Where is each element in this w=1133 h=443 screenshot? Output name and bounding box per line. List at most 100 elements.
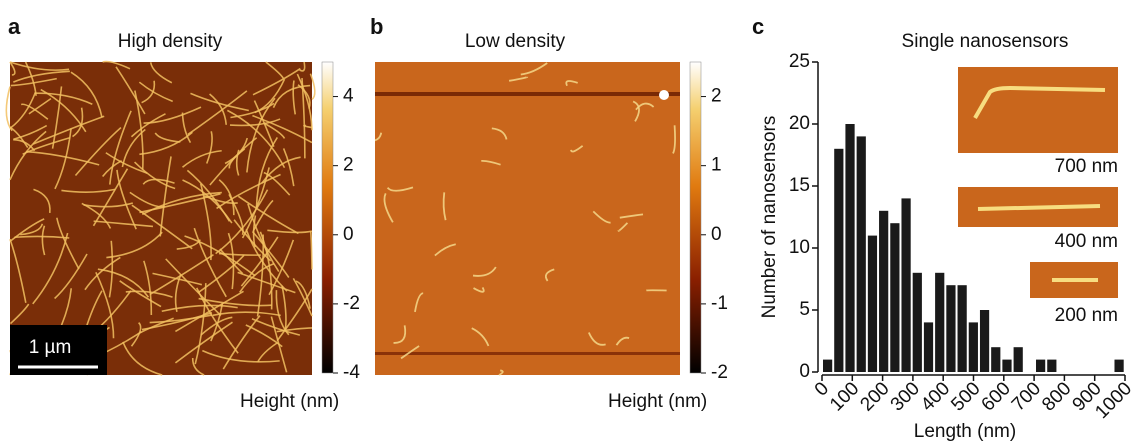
- fiber: [9, 61, 16, 76]
- x-tick-label: 100: [826, 378, 863, 415]
- fiber: [272, 84, 311, 109]
- fiber: [41, 225, 46, 256]
- fiber: [263, 122, 286, 139]
- fiber: [276, 288, 313, 342]
- fiber: [175, 290, 244, 333]
- bar: [923, 322, 934, 372]
- fiber: [635, 102, 655, 111]
- colorbar-tick-label: -2: [711, 362, 728, 383]
- fiber: [32, 232, 69, 305]
- colorbar-tick-label: -1: [711, 293, 728, 314]
- fiber: [222, 315, 261, 370]
- fiber: [134, 161, 176, 190]
- colorbar-tick-label: 2: [711, 86, 722, 107]
- fiber: [61, 188, 116, 193]
- fiber: [215, 189, 269, 255]
- fiber: [154, 132, 181, 143]
- fiber: [400, 345, 420, 360]
- fiber: [229, 118, 281, 127]
- fiber: [13, 70, 70, 83]
- fiber: [252, 215, 257, 248]
- afm-image: [375, 62, 680, 375]
- bar: [879, 210, 889, 372]
- fiber: [106, 231, 163, 259]
- scale-bar-label: 1 µm: [29, 337, 72, 358]
- fiber: [545, 268, 555, 282]
- y-tick-label: 5: [799, 299, 810, 320]
- fiber: [218, 179, 235, 216]
- bar: [1114, 359, 1124, 372]
- colorbar-label: Height (nm): [240, 391, 339, 412]
- fiber: [161, 304, 238, 313]
- colorbar-tick-label: -2: [343, 293, 360, 314]
- bar: [1047, 359, 1057, 372]
- fiber: [256, 234, 265, 317]
- fiber: [122, 341, 163, 376]
- fiber: [275, 290, 290, 336]
- inset-fiber: [977, 204, 1101, 211]
- fiber: [187, 90, 248, 136]
- fiber: [520, 62, 548, 76]
- colorbar-tick-label: 1: [711, 155, 722, 176]
- fiber: [237, 271, 296, 294]
- fiber: [251, 318, 301, 336]
- fiber: [309, 231, 313, 270]
- fiber: [247, 203, 280, 272]
- fiber: [255, 137, 278, 209]
- fiber: [268, 239, 295, 296]
- y-tick-label: 20: [789, 113, 810, 134]
- panel-label: c: [752, 14, 764, 39]
- fiber: [617, 222, 629, 232]
- fiber: [10, 77, 57, 87]
- fiber: [252, 114, 313, 144]
- fiber: [101, 159, 122, 178]
- fiber: [54, 253, 88, 300]
- fiber: [303, 124, 313, 129]
- fiber: [472, 266, 497, 277]
- x-tick-label: 400: [917, 378, 954, 415]
- fiber: [174, 321, 233, 364]
- fiber: [632, 100, 640, 122]
- inset-label: 700 nm: [1055, 156, 1118, 177]
- colorbar-tick-label: -4: [343, 362, 360, 383]
- fiber: [299, 61, 306, 72]
- y-tick-label: 15: [789, 175, 810, 196]
- fiber: [9, 130, 47, 181]
- bar: [1036, 359, 1046, 372]
- fiber: [20, 223, 44, 236]
- x-tick-label: 700: [1008, 378, 1045, 415]
- bar: [834, 148, 844, 372]
- fiber: [442, 192, 447, 221]
- panel-label: b: [370, 14, 383, 39]
- fiber: [40, 88, 87, 133]
- fiber: [191, 358, 205, 376]
- fiber: [257, 342, 278, 363]
- fiber: [481, 159, 501, 166]
- inset-fiber: [973, 85, 1106, 119]
- x-tick-label: 600: [978, 378, 1015, 415]
- y-tick-label: 10: [789, 237, 810, 258]
- fiber: [281, 285, 287, 330]
- fiber: [139, 131, 193, 156]
- chart-title: Single nanosensors: [902, 31, 1069, 52]
- colorbar-label: Height (nm): [608, 391, 707, 412]
- colorbar-tick-label: 2: [343, 155, 354, 176]
- fiber: [194, 283, 207, 365]
- inset-label: 400 nm: [1055, 231, 1118, 252]
- fibers: [5, 60, 316, 376]
- fiber: [498, 369, 504, 376]
- fiber: [54, 128, 72, 190]
- fiber: [292, 277, 313, 317]
- fiber: [228, 148, 246, 169]
- fiber: [508, 76, 529, 82]
- fiber: [92, 168, 129, 227]
- fiber: [130, 322, 142, 347]
- bar: [946, 285, 956, 372]
- fiber: [219, 248, 244, 275]
- panel-label: a: [8, 14, 21, 39]
- colorbar-tick-label: 0: [343, 224, 354, 245]
- fiber: [9, 91, 37, 129]
- fiber: [102, 60, 131, 70]
- fiber: [473, 287, 485, 293]
